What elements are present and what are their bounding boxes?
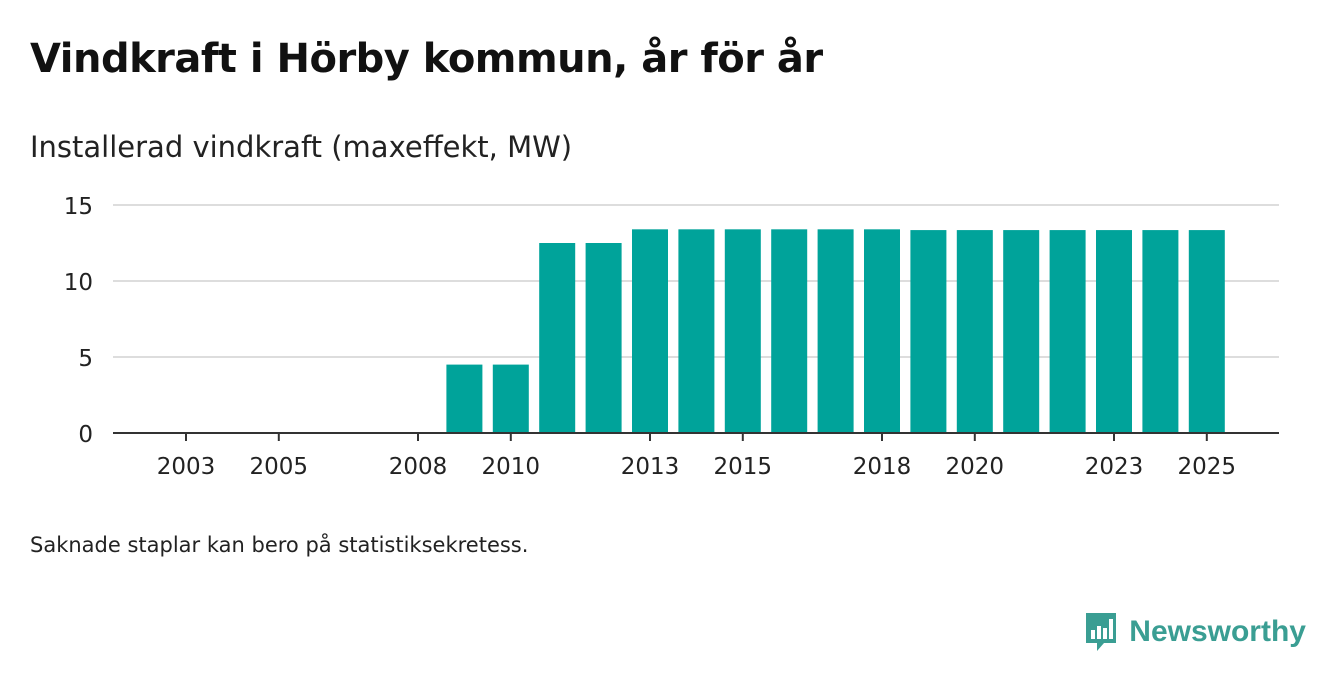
bar [724, 229, 761, 433]
brand-name: Newsworthy [1129, 615, 1306, 648]
bar [446, 364, 483, 433]
x-tick-label: 2025 [1178, 454, 1237, 480]
bar [817, 229, 854, 433]
bar [1049, 230, 1086, 433]
footnote: Saknade staplar kan bero på statistiksek… [30, 533, 529, 557]
bar [1003, 230, 1040, 433]
bar [1188, 230, 1225, 433]
bar [864, 229, 900, 433]
y-tick-label: 15 [64, 194, 93, 220]
y-tick-label: 10 [64, 270, 93, 296]
x-tick-label: 2018 [853, 454, 912, 480]
bar [1142, 230, 1179, 433]
bar [910, 230, 947, 433]
x-tick-label: 2010 [482, 454, 541, 480]
x-tick-label: 2005 [250, 454, 309, 480]
x-tick-label: 2003 [157, 454, 216, 480]
x-tick-label: 2023 [1085, 454, 1144, 480]
x-tick-label: 2013 [621, 454, 680, 480]
bar [1096, 230, 1132, 433]
newsworthy-logo-icon [1086, 613, 1117, 651]
x-tick-label: 2015 [714, 454, 773, 480]
y-tick-label: 0 [78, 422, 93, 448]
x-tick-label: 2020 [946, 454, 1005, 480]
bar [771, 229, 808, 433]
bar [632, 229, 668, 433]
x-tick-label: 2008 [389, 454, 448, 480]
bar-chart: 0 5 10 15 2003 2005 2008 2010 2013 2015 2018 2020 20… [64, 194, 1279, 480]
bar [956, 230, 993, 433]
y-tick-label: 5 [78, 346, 93, 372]
chart-title: Vindkraft i Hörby kommun, år för år [30, 36, 823, 82]
bar [539, 243, 576, 433]
brand[interactable]: Newsworthy [1083, 610, 1306, 654]
bar [585, 243, 622, 433]
chart-subtitle: Installerad vindkraft (maxeffekt, MW) [30, 130, 573, 164]
bar [678, 229, 715, 433]
bar [492, 364, 529, 433]
